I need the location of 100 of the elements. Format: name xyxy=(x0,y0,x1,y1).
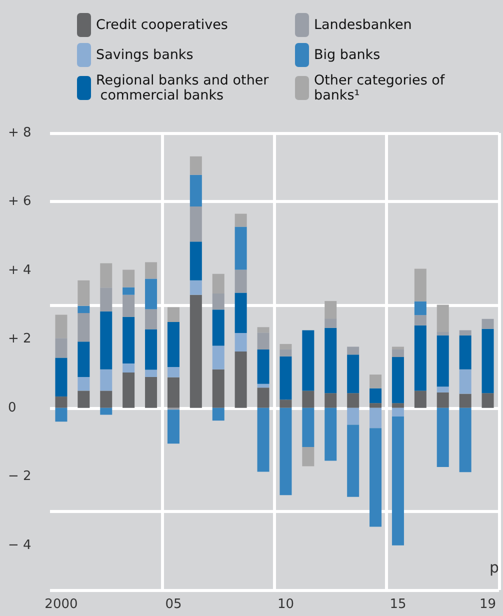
bar xyxy=(324,328,337,394)
bar xyxy=(257,384,270,388)
bar xyxy=(212,369,224,408)
bar xyxy=(190,280,202,295)
bar xyxy=(145,329,158,370)
bar xyxy=(190,294,202,408)
bar xyxy=(392,346,404,350)
bar xyxy=(78,342,90,377)
bar xyxy=(370,374,382,388)
bar xyxy=(55,314,68,338)
bar xyxy=(234,292,247,333)
bar xyxy=(302,390,314,408)
bar xyxy=(167,410,180,444)
bar xyxy=(436,335,449,387)
y-tick-label: + 6 xyxy=(8,194,32,210)
bar xyxy=(212,274,224,294)
x-tick-label: 10 xyxy=(277,597,294,612)
bar xyxy=(167,367,180,378)
bar xyxy=(392,357,404,404)
bar xyxy=(436,408,449,467)
bar xyxy=(234,270,247,293)
bar xyxy=(212,310,224,346)
bar xyxy=(347,408,360,425)
bar xyxy=(55,358,68,397)
bar xyxy=(324,318,337,328)
annotation: p xyxy=(489,558,500,576)
bar xyxy=(324,393,337,408)
bar xyxy=(370,408,382,428)
bar xyxy=(482,328,494,394)
bar xyxy=(190,242,202,280)
bar xyxy=(414,315,426,326)
y-tick-label: − 4 xyxy=(8,538,32,553)
bar xyxy=(302,447,314,466)
x-tick-label: 15 xyxy=(390,597,406,612)
bar xyxy=(212,346,224,370)
bar xyxy=(122,316,135,364)
bar xyxy=(280,356,292,400)
bar xyxy=(392,416,404,546)
bar xyxy=(347,393,360,408)
bar xyxy=(167,377,180,408)
bar xyxy=(55,408,68,422)
bar xyxy=(234,226,247,270)
bar xyxy=(436,386,449,392)
bar xyxy=(370,428,382,527)
legend-label: Regional banks and other commercial banks xyxy=(96,72,270,104)
bar xyxy=(347,424,360,497)
bar xyxy=(324,408,337,461)
bar xyxy=(145,278,158,310)
bar xyxy=(145,370,158,377)
bar xyxy=(122,294,135,317)
bar xyxy=(459,330,472,336)
bar xyxy=(100,263,112,288)
bar xyxy=(347,354,360,394)
bar xyxy=(280,344,292,350)
bar xyxy=(370,388,382,404)
bar xyxy=(122,364,135,372)
legend-label: Big banks xyxy=(314,47,380,63)
bar xyxy=(280,408,292,496)
bar xyxy=(145,309,158,330)
bar xyxy=(414,325,426,391)
bar xyxy=(324,301,337,319)
bar xyxy=(122,372,135,408)
bar xyxy=(436,332,449,336)
bar xyxy=(302,330,314,391)
bar xyxy=(392,408,404,416)
bar xyxy=(392,403,404,408)
bar xyxy=(78,306,90,314)
bar xyxy=(190,156,202,175)
bar xyxy=(482,393,494,408)
bar xyxy=(257,332,270,350)
y-tick-label: − 2 xyxy=(8,469,32,484)
legend-label: Credit cooperatives xyxy=(96,17,228,33)
bar xyxy=(234,214,247,227)
bar xyxy=(145,262,158,279)
bar xyxy=(280,349,292,356)
bar xyxy=(459,369,472,394)
bar xyxy=(100,369,112,391)
y-tick-label: + 4 xyxy=(8,262,32,278)
bar xyxy=(347,346,360,355)
y-tick-label: + 8 xyxy=(8,126,32,140)
bar xyxy=(55,396,68,408)
bar xyxy=(55,338,68,358)
bar xyxy=(100,390,112,408)
bar xyxy=(190,206,202,242)
x-tick-label: 19 xyxy=(480,597,496,612)
bar xyxy=(78,376,90,391)
bar xyxy=(257,408,270,472)
bar xyxy=(459,394,472,408)
bar xyxy=(234,352,247,408)
bar xyxy=(257,327,270,333)
bar xyxy=(78,280,90,306)
bar xyxy=(414,390,426,408)
legend-label: Other categories of banks¹ xyxy=(314,72,449,104)
bar xyxy=(145,376,158,408)
bar xyxy=(257,349,270,384)
bar xyxy=(78,390,90,408)
bar xyxy=(100,408,112,415)
bar xyxy=(100,311,112,370)
legend-label: Landesbanken xyxy=(314,17,412,33)
y-tick-label: 0 xyxy=(8,400,16,416)
